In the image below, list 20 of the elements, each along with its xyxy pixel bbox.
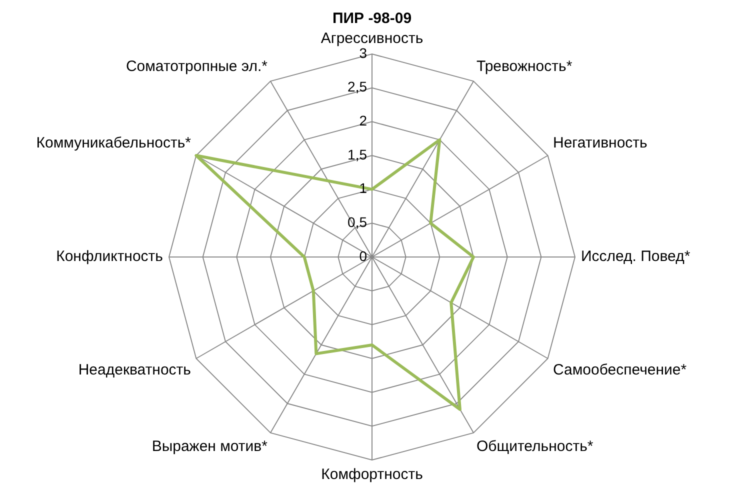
spoke-label: Выражен мотив* [152, 438, 268, 456]
spoke-label: Негативность [553, 134, 648, 152]
y-tick-label: 1,5 [348, 146, 368, 162]
y-tick-label: 0 [359, 248, 368, 264]
y-tick-label: 1 [359, 180, 368, 196]
y-tick-label: 3 [359, 44, 368, 61]
spoke-label: Тревожность* [476, 58, 572, 76]
spoke-label: Исслед. Повед* [581, 248, 690, 266]
spoke-label: Коммуникабельность* [36, 134, 192, 152]
y-tick-label: 2 [359, 112, 368, 129]
spoke-label: Общительность* [476, 438, 594, 456]
spoke-label: Конфликтность [56, 248, 164, 266]
spoke-label: Соматотропные эл.* [126, 58, 268, 76]
spoke-label: Комфортность [321, 466, 424, 484]
chart-title: ПИР -98-09 [332, 10, 412, 28]
y-tick-label: 0,5 [348, 214, 368, 230]
spoke-label: Неадекватность [78, 362, 192, 379]
spoke-label: Самообеспечение* [553, 362, 687, 379]
spoke-label: Агрессивность [320, 30, 424, 48]
y-tick-label: 2,5 [348, 78, 368, 95]
